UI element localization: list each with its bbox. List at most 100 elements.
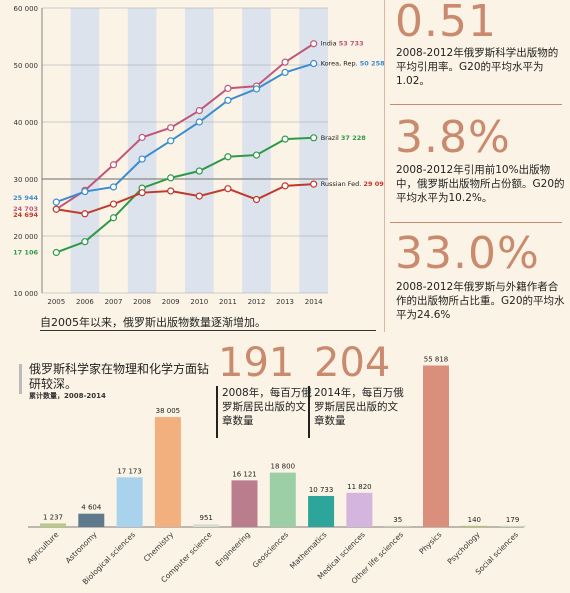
- data-point: [195, 118, 203, 126]
- column-band: [70, 8, 100, 293]
- mid-stat-bar: [308, 386, 310, 438]
- y-tick-label: 30 000: [14, 176, 39, 184]
- series-line-0: [55, 42, 315, 211]
- bar-chart-subtitle: 累计数量，2008-2014: [29, 392, 106, 400]
- bar-6: [269, 472, 296, 527]
- data-point: [81, 210, 89, 218]
- bar-value-label: 140: [468, 516, 481, 524]
- bar-5: [231, 480, 258, 527]
- column-band: [185, 8, 214, 293]
- series-end-label: Russian Fed. 29 099: [321, 180, 385, 188]
- bar-value-label: 38 005: [156, 407, 181, 415]
- data-point: [138, 133, 146, 141]
- series-end-label: Brazil 37 228: [321, 134, 367, 142]
- series-start-label: 25 944: [13, 194, 38, 202]
- data-point: [224, 84, 232, 92]
- x-tick-label: 2009: [162, 298, 180, 306]
- bar-1: [78, 513, 105, 527]
- x-tick-label: 2005: [47, 298, 65, 306]
- data-point: [109, 161, 118, 169]
- data-point: [195, 106, 203, 115]
- bar-value-label: 10 733: [309, 486, 334, 494]
- bar-2: [116, 477, 143, 527]
- data-point: [281, 58, 289, 66]
- series-start-label: 24 694: [13, 211, 38, 219]
- bar-value-label: 951: [200, 514, 213, 522]
- line-chart-caption: 自2005年以来，俄罗斯出版物数量逐渐增加。: [40, 316, 266, 329]
- series-name: Brazil: [321, 134, 341, 142]
- bar-9: [384, 525, 411, 527]
- data-point: [252, 85, 261, 93]
- data-point: [167, 187, 175, 195]
- data-point: [281, 135, 289, 143]
- line-chart: 10 000 20 000 30 000 40 000 50 000 60 000 2005…: [13, 5, 385, 306]
- data-point: [52, 198, 60, 206]
- bar-category-label: Physics: [417, 530, 443, 556]
- series-start-label: 17 106: [13, 248, 38, 256]
- data-point: [310, 180, 318, 188]
- series-name: Korea, Rep.: [321, 60, 360, 68]
- series-line-3: [56, 183, 314, 215]
- bar-category-label: Engineering: [214, 530, 252, 568]
- y-tick-label: 10 000: [14, 290, 39, 298]
- y-tick-label: 40 000: [14, 119, 39, 127]
- mid-stat-2008-value: 191: [218, 340, 295, 386]
- bar-value-label: 35: [393, 516, 402, 524]
- data-point: [167, 174, 175, 182]
- data-point: [252, 151, 261, 159]
- bar-value-label: 17 173: [117, 467, 142, 475]
- stat-divider: [390, 222, 562, 223]
- data-point: [310, 40, 318, 48]
- bar-12: [499, 525, 526, 527]
- bar-value-label: 179: [506, 516, 519, 524]
- stat-top10-share: 3.8%: [395, 112, 511, 163]
- bar-category-label: Astronomy: [64, 530, 99, 565]
- stat-citation-rate: 0.51: [395, 0, 497, 47]
- data-point: [195, 192, 203, 200]
- stat-divider: [390, 104, 562, 105]
- data-point: [109, 214, 118, 222]
- series-value: 29 099: [363, 180, 385, 188]
- series-start-label: 24 703: [13, 205, 38, 213]
- column-band: [299, 8, 328, 293]
- series-name: Russian Fed.: [321, 180, 364, 188]
- x-tick-label: 2011: [219, 298, 237, 306]
- data-point: [195, 167, 203, 175]
- bar-category-label: Psychology: [446, 530, 483, 567]
- bar-chart-title: 俄罗斯科学家在物理和化学方面钻研较深。: [29, 362, 210, 391]
- stat-collab-share-text: 2008-2012年俄罗斯与外籍作者合作的出版物所占比重。G20的平均水平为24…: [396, 281, 565, 321]
- data-point: [167, 124, 175, 132]
- data-point: [138, 189, 146, 197]
- data-point: [224, 96, 232, 104]
- bar-0: [40, 523, 66, 527]
- y-tick-label: 60 000: [14, 5, 39, 13]
- x-tick-label: 2014: [305, 298, 323, 306]
- data-point: [310, 59, 318, 68]
- data-point: [109, 200, 118, 208]
- bar-value-label: 4 604: [81, 504, 102, 512]
- stats-divider-vertical: [384, 0, 385, 332]
- data-point: [81, 187, 89, 196]
- x-tick-label: 2012: [248, 298, 266, 306]
- series-value: 53 733: [339, 40, 364, 48]
- series-end-label: Korea, Rep. 50 258: [321, 60, 385, 68]
- bar-7: [308, 495, 335, 527]
- bar-category-label: Chemistry: [142, 530, 176, 564]
- bar-title-marker: [19, 364, 22, 394]
- data-point: [310, 134, 318, 142]
- stat-collab-share: 33.0%: [395, 228, 540, 279]
- data-point: [138, 155, 146, 163]
- data-point: [109, 183, 118, 191]
- mid-stat-2014-value: 204: [314, 340, 391, 386]
- x-tick-label: 2008: [133, 298, 151, 306]
- x-tick-label: 2013: [276, 298, 294, 306]
- data-point: [224, 185, 232, 193]
- bar-value-label: 11 820: [347, 483, 372, 491]
- data-point: [281, 68, 289, 77]
- bar-11: [461, 525, 488, 527]
- y-tick-label: 20 000: [14, 233, 39, 241]
- data-point: [252, 195, 261, 204]
- data-point: [167, 137, 175, 145]
- mid-stat-bar: [216, 386, 218, 438]
